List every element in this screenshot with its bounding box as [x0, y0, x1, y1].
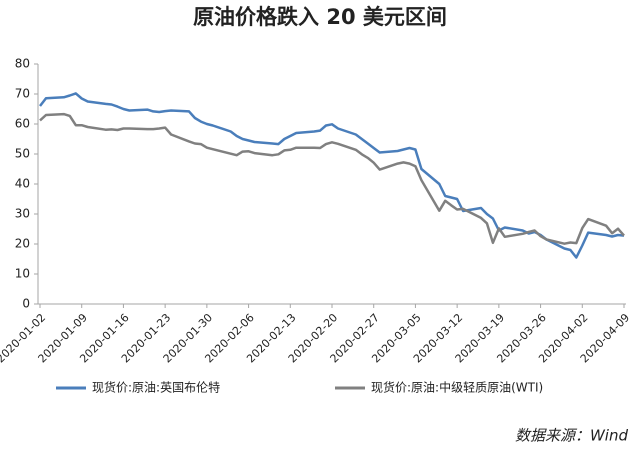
y-tick-label: 0 — [22, 297, 30, 311]
y-tick-label: 70 — [15, 87, 30, 101]
legend-label: 现货价:原油:中级轻质原油(WTI) — [371, 380, 543, 395]
y-tick-label: 10 — [15, 267, 30, 281]
legend-label: 现货价:原油:英国布伦特 — [92, 380, 220, 395]
series-line — [39, 92, 625, 259]
chart-title: 原油价格跌入 20 美元区间 — [193, 5, 447, 29]
y-tick-label: 20 — [15, 237, 30, 251]
y-tick-label: 40 — [15, 177, 30, 191]
source-note: 数据来源：Wind — [515, 427, 629, 445]
y-tick-label: 80 — [15, 57, 30, 71]
y-tick-label: 50 — [15, 147, 30, 161]
y-tick-label: 30 — [15, 207, 30, 221]
series-line — [39, 112, 625, 245]
y-tick-label: 60 — [15, 117, 30, 131]
